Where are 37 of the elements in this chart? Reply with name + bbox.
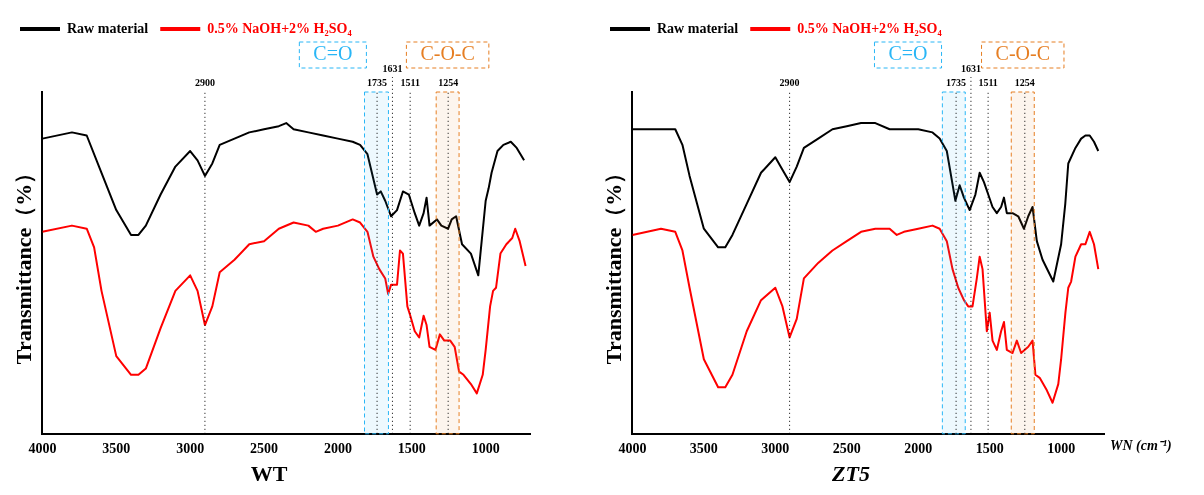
x-tick-label: 3000 [761, 440, 790, 456]
band-label: C=O [888, 42, 928, 65]
band-label: C-O-C [995, 42, 1050, 65]
x-tick-label: 2000 [904, 440, 933, 456]
text: ZT5 [831, 461, 870, 487]
legend-label: Raw material [67, 20, 149, 36]
x-axis-title: WN (cm⁻¹) [1110, 438, 1172, 455]
x-tick-label: 2500 [832, 440, 861, 456]
y-axis-title: Transmittance（%） [10, 161, 36, 365]
ref-line-label: 2900 [194, 76, 215, 88]
x-tick-label: 1500 [975, 440, 1004, 456]
y-axis-title: Transmittance（%） [600, 161, 626, 365]
ref-line-label: 1735 [946, 76, 967, 88]
x-tick-label: 2500 [250, 440, 279, 456]
band-label: C=O [313, 42, 353, 65]
x-tick-label: 1500 [397, 440, 426, 456]
ref-line-label: 1511 [978, 76, 998, 88]
ref-line-label: 1254 [1014, 76, 1035, 88]
ref-line-label: 1631 [960, 62, 981, 74]
ref-line-label: 1735 [367, 76, 388, 88]
x-tick-label: 3500 [689, 440, 718, 456]
ref-line-label: 1631 [382, 62, 403, 74]
band-label: C-O-C [420, 42, 475, 65]
ref-line-label: 1254 [438, 76, 459, 88]
legend-label: 0.5% NaOH+2% H₂SO₄ [207, 20, 353, 36]
x-tick-label: 4000 [618, 440, 647, 456]
x-tick-label: 4000 [28, 440, 57, 456]
x-tick-label: 1000 [1047, 440, 1076, 456]
text: WT [250, 461, 288, 487]
x-tick-label: 1000 [471, 440, 500, 456]
ref-line-label: 1511 [400, 76, 420, 88]
x-tick-label: 2000 [323, 440, 352, 456]
legend-label: 0.5% NaOH+2% H₂SO₄ [797, 20, 943, 36]
x-tick-label: 3500 [102, 440, 131, 456]
ref-line-label: 2900 [779, 76, 800, 88]
x-tick-label: 3000 [176, 440, 205, 456]
legend-label: Raw material [657, 20, 739, 36]
